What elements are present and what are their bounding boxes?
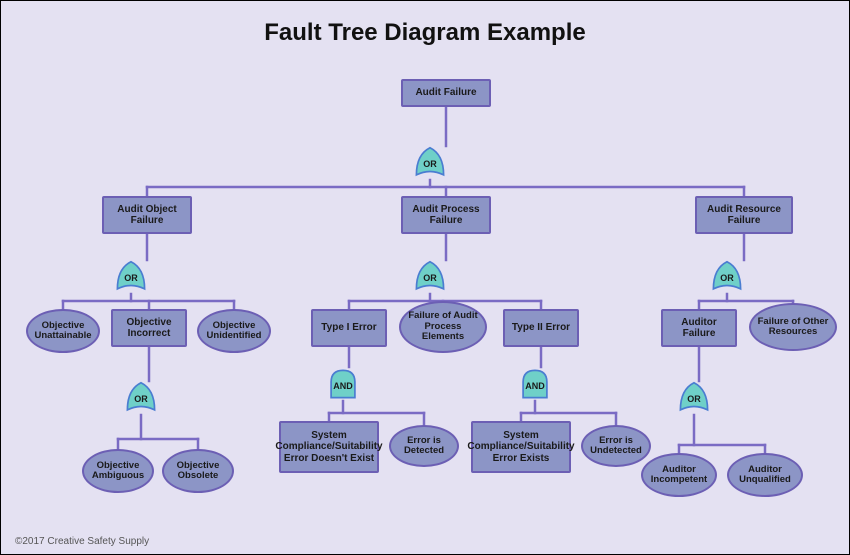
- node-t1: Type I Error: [311, 309, 387, 347]
- copyright-text: ©2017 Creative Safety Supply: [15, 536, 149, 547]
- node-fape: Failure of Audit Process Elements: [399, 301, 487, 353]
- gate-label: AND: [518, 381, 552, 391]
- gate-label: OR: [677, 394, 711, 404]
- gate-label: OR: [710, 273, 744, 283]
- diagram-canvas: Fault Tree Diagram Example ©2017 Creativ…: [0, 0, 850, 555]
- node-obj_unid: Objective Unidentified: [197, 309, 271, 353]
- gate-g_proc-or: OR: [413, 260, 447, 294]
- node-t2b: Error is Undetected: [581, 425, 651, 467]
- node-t2a: System Compliance/Suitability Error Exis…: [471, 421, 571, 473]
- gate-label: OR: [413, 159, 447, 169]
- gate-g_root-or: OR: [413, 146, 447, 180]
- node-obj_obs: Objective Obsolete: [162, 449, 234, 493]
- diagram-title: Fault Tree Diagram Example: [1, 19, 849, 47]
- gate-label: OR: [413, 273, 447, 283]
- gate-label: AND: [326, 381, 360, 391]
- gate-g_obj-or: OR: [114, 260, 148, 294]
- node-t2: Type II Error: [503, 309, 579, 347]
- node-aud_inc: Auditor Incompetent: [641, 453, 717, 497]
- node-obj_un: Objective Unattainable: [26, 309, 100, 353]
- node-obj: Audit Object Failure: [102, 196, 192, 234]
- gate-g_t1-and: AND: [326, 367, 360, 401]
- node-proc: Audit Process Failure: [401, 196, 491, 234]
- node-root: Audit Failure: [401, 79, 491, 107]
- gate-g_inc-or: OR: [124, 381, 158, 415]
- gate-g_t2-and: AND: [518, 367, 552, 401]
- node-obj_inc: Objective Incorrect: [111, 309, 187, 347]
- gate-label: OR: [114, 273, 148, 283]
- node-for: Failure of Other Resources: [749, 303, 837, 351]
- gate-g_audf-or: OR: [677, 381, 711, 415]
- node-t1b: Error is Detected: [389, 425, 459, 467]
- node-audf: Auditor Failure: [661, 309, 737, 347]
- node-aud_unq: Auditor Unqualified: [727, 453, 803, 497]
- gate-label: OR: [124, 394, 158, 404]
- node-res: Audit Resource Failure: [695, 196, 793, 234]
- gate-g_res-or: OR: [710, 260, 744, 294]
- node-obj_amb: Objective Ambiguous: [82, 449, 154, 493]
- node-t1a: System Compliance/Suitability Error Does…: [279, 421, 379, 473]
